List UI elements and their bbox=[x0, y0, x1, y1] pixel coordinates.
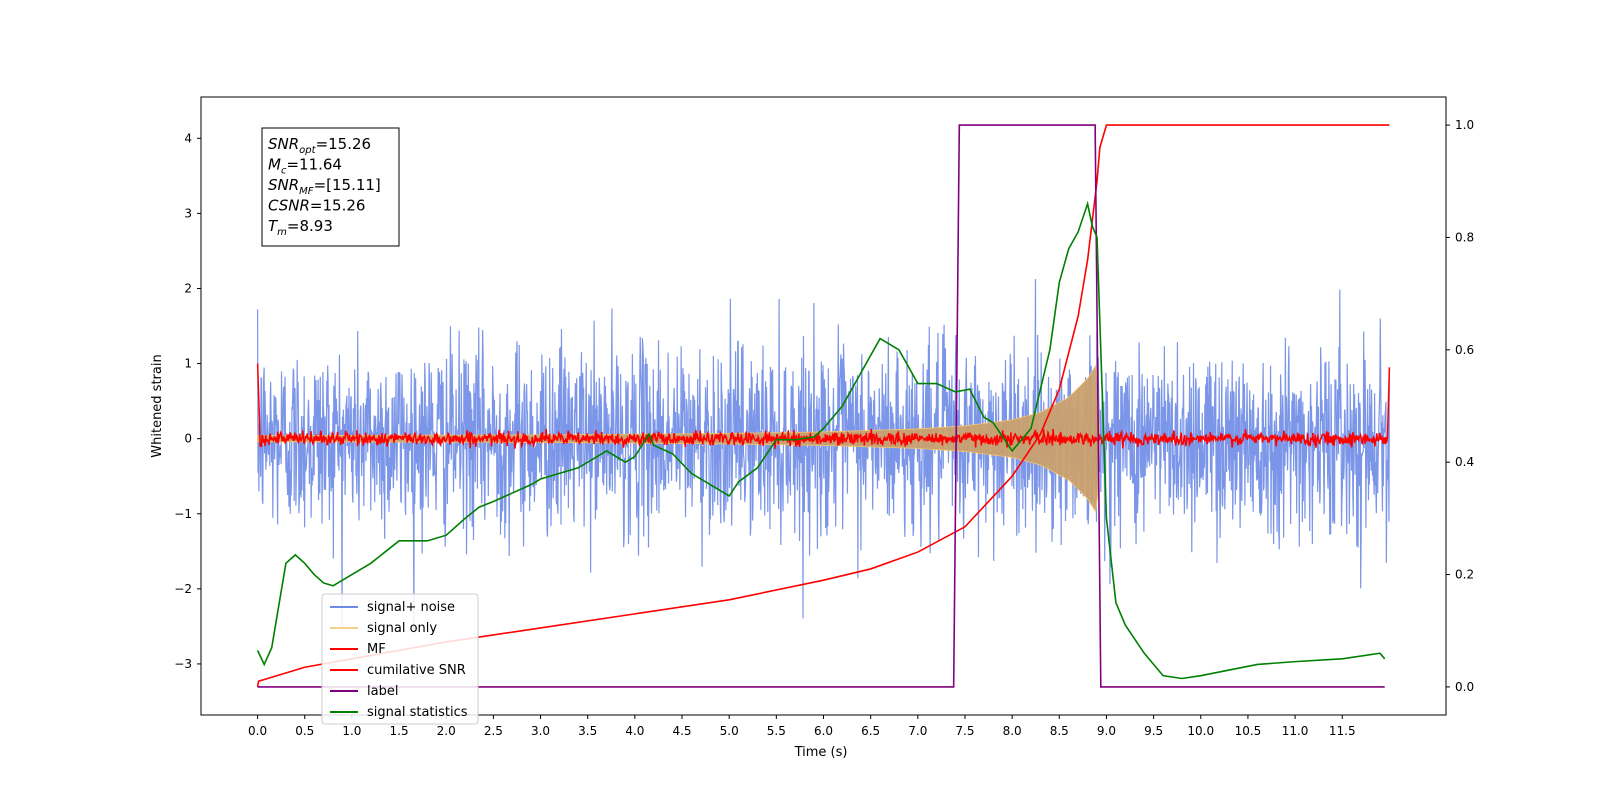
annotation-line: SNRopt=15.26 bbox=[268, 135, 371, 156]
y2-tick-label: 0.8 bbox=[1455, 230, 1474, 244]
legend-label: label bbox=[367, 684, 398, 699]
x-tick-label: 9.5 bbox=[1144, 724, 1163, 738]
legend-label: cumilative SNR bbox=[367, 663, 466, 678]
annotation-subscript: opt bbox=[299, 145, 316, 156]
x-tick-label: 0.5 bbox=[295, 724, 314, 738]
y-axis-label: Whitened strain bbox=[150, 354, 165, 457]
annotation-value: =15.26 bbox=[316, 135, 372, 153]
x-tick-label: 8.0 bbox=[1003, 724, 1022, 738]
annotation-line: CSNR=15.26 bbox=[268, 197, 365, 215]
y2-tick-label: 0.6 bbox=[1455, 343, 1474, 357]
annotation-subscript: MF bbox=[299, 186, 314, 197]
y-axis-left: −3 −2 −1 0 1 2 3 4 bbox=[174, 131, 201, 671]
annotation-frame bbox=[261, 127, 400, 247]
x-tick-label: 9.0 bbox=[1097, 724, 1116, 738]
series-signal-statistics-line bbox=[256, 200, 1386, 680]
annotation-value: =15.26 bbox=[310, 197, 366, 215]
annotation-subscript: m bbox=[277, 227, 287, 238]
annotation-value: =[15.11] bbox=[314, 176, 381, 194]
x-tick-label: 3.0 bbox=[531, 724, 550, 738]
x-tick-label: 7.5 bbox=[955, 724, 974, 738]
annotation-subscript: c bbox=[281, 166, 287, 177]
annotation-symbol: T bbox=[268, 217, 279, 235]
annotation-line: Tm=8.93 bbox=[268, 217, 333, 238]
y-tick-label: −3 bbox=[174, 657, 192, 671]
y2-tick-label: 0.2 bbox=[1455, 568, 1474, 582]
legend: signal+ noise signal only MF cumilative SNR… bbox=[321, 593, 479, 725]
x-tick-label: 11.0 bbox=[1282, 724, 1309, 738]
x-tick-label: 7.0 bbox=[908, 724, 927, 738]
legend-frame bbox=[321, 593, 479, 725]
y2-tick-label: 0.4 bbox=[1455, 455, 1474, 469]
legend-label: signal+ noise bbox=[367, 600, 455, 615]
x-tick-label: 3.5 bbox=[578, 724, 597, 738]
legend-label: MF bbox=[367, 642, 386, 657]
annotation-value: =8.93 bbox=[287, 217, 333, 235]
x-axis: 0.0 0.5 1.0 1.5 2.0 2.5 3.0 3.5 4.0 4.5 5.0 5.5 6.0 6… bbox=[248, 715, 1356, 738]
y-tick-label: −2 bbox=[174, 582, 192, 596]
series-label-line bbox=[257, 124, 1385, 688]
x-tick-label: 8.5 bbox=[1050, 724, 1069, 738]
y-tick-label: 3 bbox=[184, 206, 192, 220]
x-tick-label: 5.5 bbox=[767, 724, 786, 738]
annotation-value: =11.64 bbox=[286, 156, 342, 174]
annotation-box: SNRopt=15.26Mc=11.64SNRMF=[15.11]CSNR=15… bbox=[261, 127, 400, 247]
x-tick-label: 2.5 bbox=[484, 724, 503, 738]
annotation-line: SNRMF=[15.11] bbox=[268, 176, 381, 197]
x-tick-label: 5.0 bbox=[720, 724, 739, 738]
legend-label: signal only bbox=[367, 621, 437, 636]
y-tick-label: 0 bbox=[184, 432, 192, 446]
y-axis-right: 0.0 0.2 0.4 0.6 0.8 1.0 bbox=[1446, 118, 1474, 694]
y2-tick-label: 0.0 bbox=[1455, 680, 1474, 694]
x-tick-label: 1.5 bbox=[390, 724, 409, 738]
y-tick-label: 2 bbox=[184, 281, 192, 295]
x-tick-label: 10.0 bbox=[1187, 724, 1214, 738]
x-tick-label: 6.0 bbox=[814, 724, 833, 738]
y-tick-label: −1 bbox=[174, 507, 192, 521]
series-mf-line bbox=[256, 363, 1391, 449]
x-tick-label: 11.5 bbox=[1329, 724, 1356, 738]
x-tick-label: 6.5 bbox=[861, 724, 880, 738]
x-axis-label: Time (s) bbox=[794, 745, 848, 760]
y-tick-label: 1 bbox=[184, 357, 192, 371]
y2-tick-label: 1.0 bbox=[1455, 118, 1474, 132]
x-tick-label: 4.0 bbox=[625, 724, 644, 738]
annotation-symbol: SNR bbox=[268, 176, 299, 194]
annotation-lines: SNRopt=15.26Mc=11.64SNRMF=[15.11]CSNR=15… bbox=[268, 135, 381, 238]
x-tick-label: 1.0 bbox=[342, 724, 361, 738]
series-signal-noise-line bbox=[256, 278, 1391, 634]
series-layer bbox=[256, 124, 1391, 688]
annotation-symbol: M bbox=[268, 156, 281, 174]
x-tick-label: 4.5 bbox=[672, 724, 691, 738]
x-tick-label: 2.0 bbox=[437, 724, 456, 738]
annotation-line: Mc=11.64 bbox=[268, 156, 342, 177]
annotation-symbol: SNR bbox=[268, 135, 299, 153]
y-tick-label: 4 bbox=[184, 131, 192, 145]
legend-label: signal statistics bbox=[367, 705, 468, 720]
annotation-symbol: CSNR bbox=[268, 197, 310, 215]
x-tick-label: 10.5 bbox=[1235, 724, 1262, 738]
x-tick-label: 0.0 bbox=[248, 724, 267, 738]
